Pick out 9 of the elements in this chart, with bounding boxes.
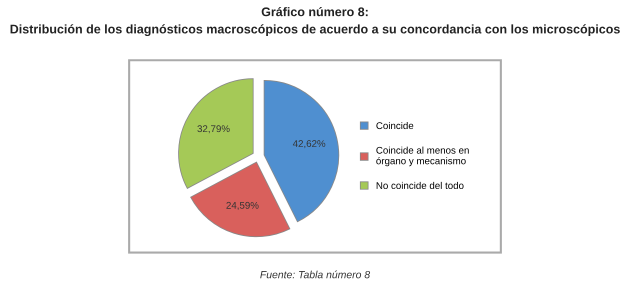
chart-subtitle: Distribución de los diagnósticos macroscópicos de acuerdo a su concordancia con los microscópicos: [10, 24, 620, 36]
chart-title: Gráfico número 8:: [262, 6, 368, 16]
legend-label: Coincide al menos en órgano y mecanismo: [376, 146, 469, 166]
data-label: 32,79%: [197, 125, 230, 134]
legend-label: Coincide: [376, 122, 414, 130]
source-note: Fuente: Tabla número 8: [260, 270, 370, 278]
legend-label: No coincide del todo: [376, 182, 464, 189]
data-label: 24,59%: [226, 202, 259, 210]
data-label: 42,62%: [292, 140, 326, 148]
